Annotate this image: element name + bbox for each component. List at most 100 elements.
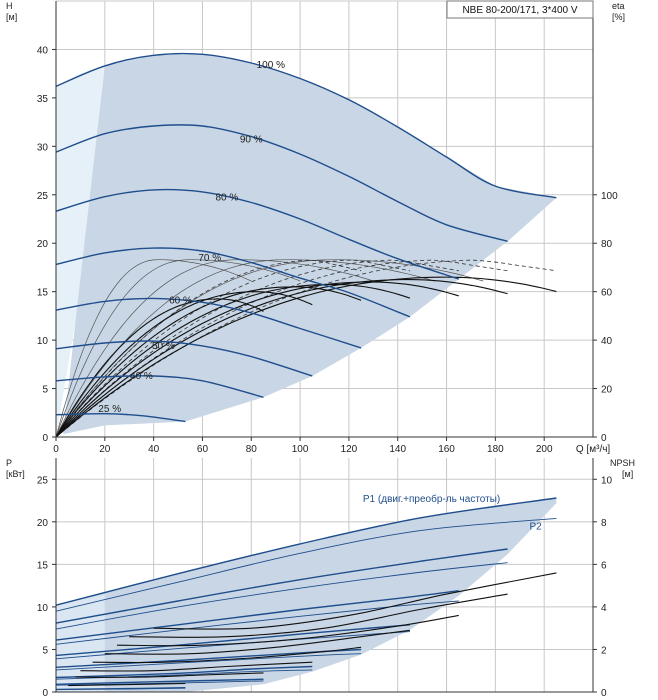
model-label-box: NBE 80-200/171, 3*400 V	[446, 0, 594, 19]
efficiency-curve-dashed	[55, 259, 410, 438]
npsh-curve	[129, 593, 508, 638]
speed-curve	[55, 188, 460, 280]
y-tick-label: 10	[37, 336, 49, 347]
y-axis-title: P	[6, 458, 12, 468]
power-axes	[52, 458, 597, 693]
y-axis-unit: [м]	[6, 12, 17, 22]
x-tick-label: 80	[246, 444, 258, 455]
y2-tick-label: 20	[601, 385, 613, 396]
efficiency-curve	[55, 278, 508, 438]
speed-curve-label: 60 %	[169, 295, 192, 306]
efficiency-curve	[55, 291, 313, 438]
p2-curve	[55, 653, 362, 671]
head-efficiency-plot: 100 % 90 % 80 % 70 % 60 % 50 % 40 % 25 % 0 5 10 15 2…	[6, 0, 625, 455]
npsh-curve	[68, 682, 186, 687]
p1-curve	[55, 665, 313, 679]
speed-curve	[55, 247, 411, 318]
y2-tick-label: 6	[601, 560, 607, 571]
y-tick-label: 15	[37, 288, 49, 299]
y-tick-label: 5	[42, 385, 48, 396]
p1-series-label: P1 (двиг.+преобр-ль частоты)	[363, 493, 500, 505]
speed-curve	[55, 124, 508, 242]
y-tick-label: 0	[42, 688, 48, 699]
x-axis-label: Q [м³/ч]	[576, 444, 611, 455]
x-tick-label: 100	[292, 444, 309, 455]
y2-axis-title: NPSH	[610, 458, 635, 468]
power-curves	[55, 497, 557, 691]
y2-tick-label: 100	[601, 191, 618, 202]
speed-curve-label: 50 %	[152, 341, 175, 352]
p2-curve	[55, 517, 557, 612]
npsh-curve	[153, 572, 557, 630]
y2-axis-unit: [%]	[612, 12, 625, 22]
x-tick-label: 140	[389, 444, 406, 455]
y-tick-label: 15	[37, 560, 49, 571]
p1-curve	[55, 548, 508, 624]
y-axis-unit: [кВт]	[6, 469, 25, 479]
head-labels: 100 % 90 % 80 % 70 % 60 % 50 % 40 % 25 % 0 5 10 15 2…	[6, 1, 625, 455]
x-tick-label: 180	[487, 444, 504, 455]
y2-tick-label: 4	[601, 603, 607, 614]
p1-curve	[55, 590, 459, 641]
npsh-curve	[104, 629, 410, 655]
y-axis-title: H	[6, 1, 13, 11]
p1-curve	[55, 624, 410, 657]
efficiency-curve-dashed	[55, 259, 362, 438]
y-tick-label: 20	[37, 239, 49, 250]
thin-curve	[55, 259, 252, 438]
efficiency-curve	[55, 286, 362, 438]
y-tick-label: 35	[37, 94, 49, 105]
model-label: NBE 80-200/171, 3*400 V	[462, 5, 577, 16]
speed-curve-label: 100 %	[257, 60, 285, 71]
power-labels: 0 5 10 15 20 25 0 2 4 6 8 10 P[кВт] NPSH[м] P1 (двиг.+…	[6, 458, 635, 699]
x-tick-label: 0	[53, 444, 59, 455]
efficiency-curve	[55, 298, 264, 438]
p2-series-label: P2	[530, 521, 543, 532]
y2-tick-label: 10	[601, 475, 613, 486]
speed-curve-label: 70 %	[198, 253, 221, 264]
y-tick-label: 5	[42, 645, 48, 656]
y2-tick-label: 8	[601, 518, 607, 529]
npsh-curve	[75, 672, 264, 678]
y-tick-label: 40	[37, 45, 49, 56]
x-tick-label: 200	[536, 444, 553, 455]
p2-curve	[55, 562, 508, 630]
y2-tick-label: 80	[601, 239, 613, 250]
speed-curve-label: 80 %	[215, 193, 238, 204]
model-label-frame	[446, 0, 594, 19]
y2-tick-label: 40	[601, 336, 613, 347]
speed-curve	[55, 52, 557, 199]
y2-tick-label: 0	[601, 688, 607, 699]
y-tick-label: 30	[37, 142, 49, 153]
x-tick-label: 160	[438, 444, 455, 455]
speed-curve	[55, 297, 362, 349]
y-tick-label: 20	[37, 518, 49, 529]
x-tick-label: 120	[341, 444, 358, 455]
efficiency-curve	[55, 276, 557, 438]
x-tick-label: 20	[99, 444, 111, 455]
speed-curve	[55, 340, 313, 377]
y-tick-label: 10	[37, 603, 49, 614]
y-tick-label: 25	[37, 191, 49, 202]
y2-tick-label: 60	[601, 288, 613, 299]
npsh-curve	[92, 646, 362, 664]
speed-curve	[55, 412, 186, 423]
head-axes	[52, 1, 597, 441]
y2-tick-label: 2	[601, 645, 607, 656]
p2-curve	[55, 680, 264, 686]
y-tick-label: 25	[37, 475, 49, 486]
npsh-curve	[80, 661, 313, 672]
speed-curve	[55, 375, 264, 398]
x-tick-label: 40	[148, 444, 160, 455]
p2-curve	[55, 600, 459, 645]
power-region-main	[56, 498, 557, 692]
y-tick-label: 0	[42, 433, 48, 444]
speed-curve-label: 90 %	[240, 135, 263, 146]
region-light-band	[56, 65, 105, 437]
thin-curve	[55, 259, 374, 438]
p1-curve	[55, 497, 557, 606]
head-curves	[55, 52, 557, 438]
thin-curve	[55, 259, 484, 438]
npsh-curve	[116, 614, 459, 647]
